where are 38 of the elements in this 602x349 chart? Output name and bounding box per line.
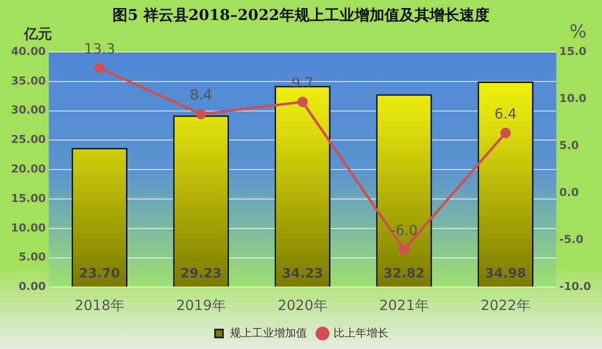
x-tick-label: 2021年: [379, 298, 429, 314]
y-tick-label: 10.00: [10, 221, 46, 234]
data-label: 8.4: [190, 88, 212, 104]
point: [297, 96, 308, 108]
data-label: 34.23: [282, 266, 324, 282]
legend-label: 规上工业增加值: [230, 326, 307, 340]
x-tick-label: 2018年: [74, 298, 124, 314]
y2-axis-title: %: [569, 22, 587, 43]
y-tick-label: 15.00: [10, 192, 46, 205]
y-tick-label: 20.00: [10, 162, 46, 176]
data-label: 29.23: [180, 266, 222, 282]
data-label: -6.0: [390, 223, 418, 240]
y-tick-label: 35.00: [10, 74, 46, 88]
y2-tick-label: 15.0: [559, 44, 587, 58]
x-tick-label: 2020年: [278, 298, 328, 314]
x-tick-label: 2019年: [176, 298, 226, 314]
x-tick-label: 2022年: [480, 298, 530, 314]
y2-tick-label: -10.0: [559, 280, 592, 294]
y-tick-label: 30.00: [10, 104, 46, 117]
data-label: 23.70: [78, 266, 120, 282]
y2-tick-label: -5.0: [559, 233, 584, 246]
data-label: 32.82: [383, 266, 425, 282]
y-tick-label: 0.00: [18, 280, 46, 294]
y-tick-label: 40.00: [10, 44, 46, 58]
point: [196, 108, 206, 120]
point: [94, 62, 105, 74]
data-label: 6.4: [494, 106, 517, 123]
y2-tick-label: 5.0: [559, 138, 580, 152]
y2-tick-label: 10.0: [559, 92, 587, 105]
data-label: 34.98: [484, 266, 526, 282]
y2-tick-label: 0.0: [559, 186, 580, 199]
point: [398, 244, 410, 255]
legend-label: 比上年增长: [334, 326, 388, 340]
y-tick-label: 25.00: [10, 133, 46, 146]
y-tick-label: 5.00: [18, 250, 46, 264]
chart-title: 图5 祥云县2018–2022年规上工业增加值及其增长速度: [112, 6, 490, 24]
y-axis-title: 亿元: [23, 26, 52, 43]
point: [500, 128, 511, 138]
